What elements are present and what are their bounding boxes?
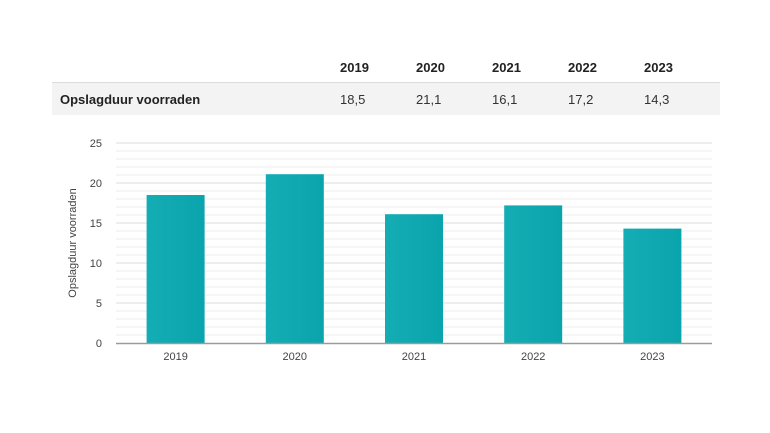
table-header-year: 2023 (644, 52, 720, 83)
y-tick-label: 0 (96, 338, 102, 350)
y-tick-label: 20 (90, 178, 102, 190)
bar-2021 (385, 214, 443, 343)
bar-2023 (623, 228, 682, 343)
table-header-year: 2019 (340, 52, 416, 83)
x-tick-label: 2022 (521, 351, 545, 363)
table-header-year: 2022 (568, 52, 644, 83)
table-header-year: 2020 (416, 52, 492, 83)
table-header-row: 2019 2020 2021 2022 2023 (52, 52, 720, 83)
y-tick-label: 5 (96, 298, 102, 310)
bar-2022 (504, 205, 563, 343)
table-cell: 21,1 (416, 82, 492, 115)
table-cell: 17,2 (568, 82, 644, 115)
table-row-label: Opslagduur voorraden (52, 82, 340, 115)
table-header-year: 2021 (492, 52, 568, 83)
x-tick-label: 2020 (283, 351, 307, 363)
data-table: 2019 2020 2021 2022 2023 Opslagduur voor… (52, 52, 720, 115)
y-tick-label: 25 (90, 138, 102, 150)
table-row: Opslagduur voorraden 18,5 21,1 16,1 17,2… (52, 82, 720, 115)
chart-axes: 0 5 10 15 20 25 2019 2020 2021 2022 2023 (90, 138, 712, 363)
table-cell: 16,1 (492, 82, 568, 115)
table-cell: 18,5 (340, 82, 416, 115)
y-axis-title: Opslagduur voorraden (67, 188, 79, 297)
bar-2020 (265, 174, 324, 343)
x-tick-label: 2021 (402, 351, 426, 363)
data-table-container: 2019 2020 2021 2022 2023 Opslagduur voor… (52, 52, 720, 115)
x-tick-label: 2019 (163, 351, 187, 363)
table-corner-cell (52, 52, 340, 83)
x-tick-label: 2023 (640, 351, 664, 363)
chart-bars (146, 174, 682, 343)
y-tick-label: 15 (90, 218, 102, 230)
bar-2019 (146, 195, 205, 343)
table-cell: 14,3 (644, 82, 720, 115)
y-tick-label: 10 (90, 258, 102, 270)
